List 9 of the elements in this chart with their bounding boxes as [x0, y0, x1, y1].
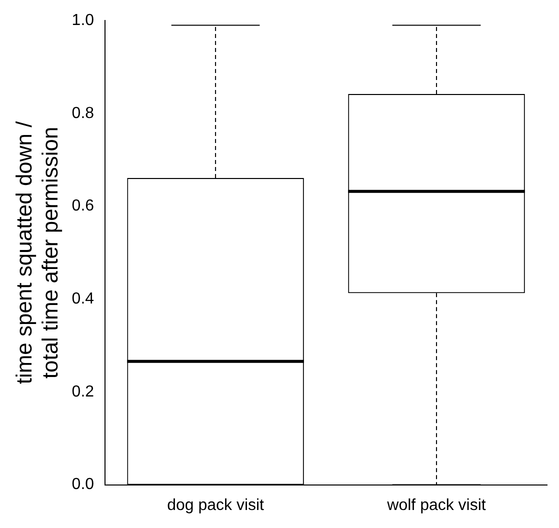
- y-tick-label: 1.0: [72, 12, 94, 30]
- y-tick-label: 0.2: [72, 383, 94, 400]
- y-tick-label: 0.8: [72, 104, 94, 122]
- y-tick-label: 0.4: [72, 290, 94, 308]
- x-tick-label: dog pack visit: [167, 496, 265, 514]
- y-axis-title: time spent squatted down / total time after permission: [11, 120, 63, 384]
- x-tick-label: wolf pack visit: [386, 496, 486, 514]
- y-tick-label: 0.6: [72, 198, 94, 215]
- y-tick-label: 0.0: [72, 476, 94, 494]
